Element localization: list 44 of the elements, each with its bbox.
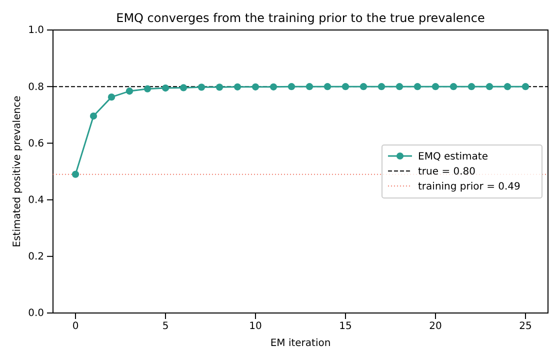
point	[162, 84, 170, 92]
point	[378, 83, 386, 90]
point	[486, 83, 494, 90]
y-tick-label: 1.0	[28, 25, 44, 36]
point	[342, 83, 350, 90]
point	[468, 83, 476, 90]
x-tick-label: 20	[429, 321, 442, 332]
chart-title: EMQ converges from the training prior to the true prevalence	[116, 11, 485, 25]
legend-label: true = 0.80	[418, 166, 476, 178]
point	[180, 84, 188, 92]
point	[252, 83, 260, 90]
x-tick-label: 0	[72, 321, 79, 332]
x-tick-label: 25	[519, 321, 532, 332]
point	[396, 83, 404, 90]
point	[126, 88, 134, 95]
point	[522, 83, 530, 90]
point	[90, 112, 98, 120]
point	[234, 83, 242, 90]
point	[450, 83, 458, 90]
point	[288, 83, 296, 90]
y-tick-label: 0.2	[28, 252, 44, 263]
point	[414, 83, 422, 90]
point	[198, 84, 206, 91]
y-axis-title: Estimated positive prevalence	[12, 96, 23, 248]
legend-label: training prior = 0.49	[418, 182, 520, 192]
y-tick-label: 0.8	[28, 82, 44, 93]
point	[270, 83, 278, 90]
point	[306, 83, 314, 90]
point	[108, 94, 116, 101]
y-tick-label: 0.6	[28, 138, 44, 150]
point	[144, 85, 152, 92]
point	[216, 84, 224, 91]
point	[432, 83, 440, 90]
x-tick-label: 10	[249, 321, 262, 332]
point	[360, 83, 368, 90]
y-tick-label: 0.0	[28, 308, 44, 320]
x-tick-label: 5	[162, 321, 169, 332]
point	[504, 83, 512, 90]
y-tick-label: 0.4	[28, 195, 44, 206]
point	[324, 83, 332, 90]
x-axis-title: EM iteration	[270, 338, 331, 349]
legend-label: EMQ estimate	[418, 152, 488, 162]
x-tick-label: 15	[339, 321, 352, 332]
point	[72, 170, 80, 178]
